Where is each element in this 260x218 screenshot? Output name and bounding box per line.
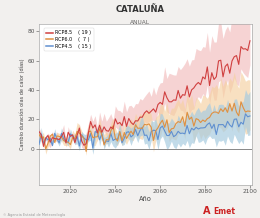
Text: Emet: Emet <box>213 207 235 216</box>
Y-axis label: Cambio duración olas de calor (días): Cambio duración olas de calor (días) <box>19 59 24 150</box>
Text: CATALUÑA: CATALUÑA <box>116 5 165 14</box>
Text: © Agencia Estatal de Meteorología: © Agencia Estatal de Meteorología <box>3 213 65 217</box>
Legend: RCP8.5    ( 19 ), RCP6.0    (  7 ), RCP4.5    ( 15 ): RCP8.5 ( 19 ), RCP6.0 ( 7 ), RCP4.5 ( 15… <box>44 28 94 51</box>
X-axis label: Año: Año <box>139 196 152 202</box>
Text: ANUAL: ANUAL <box>131 20 150 25</box>
Text: A: A <box>203 206 210 216</box>
